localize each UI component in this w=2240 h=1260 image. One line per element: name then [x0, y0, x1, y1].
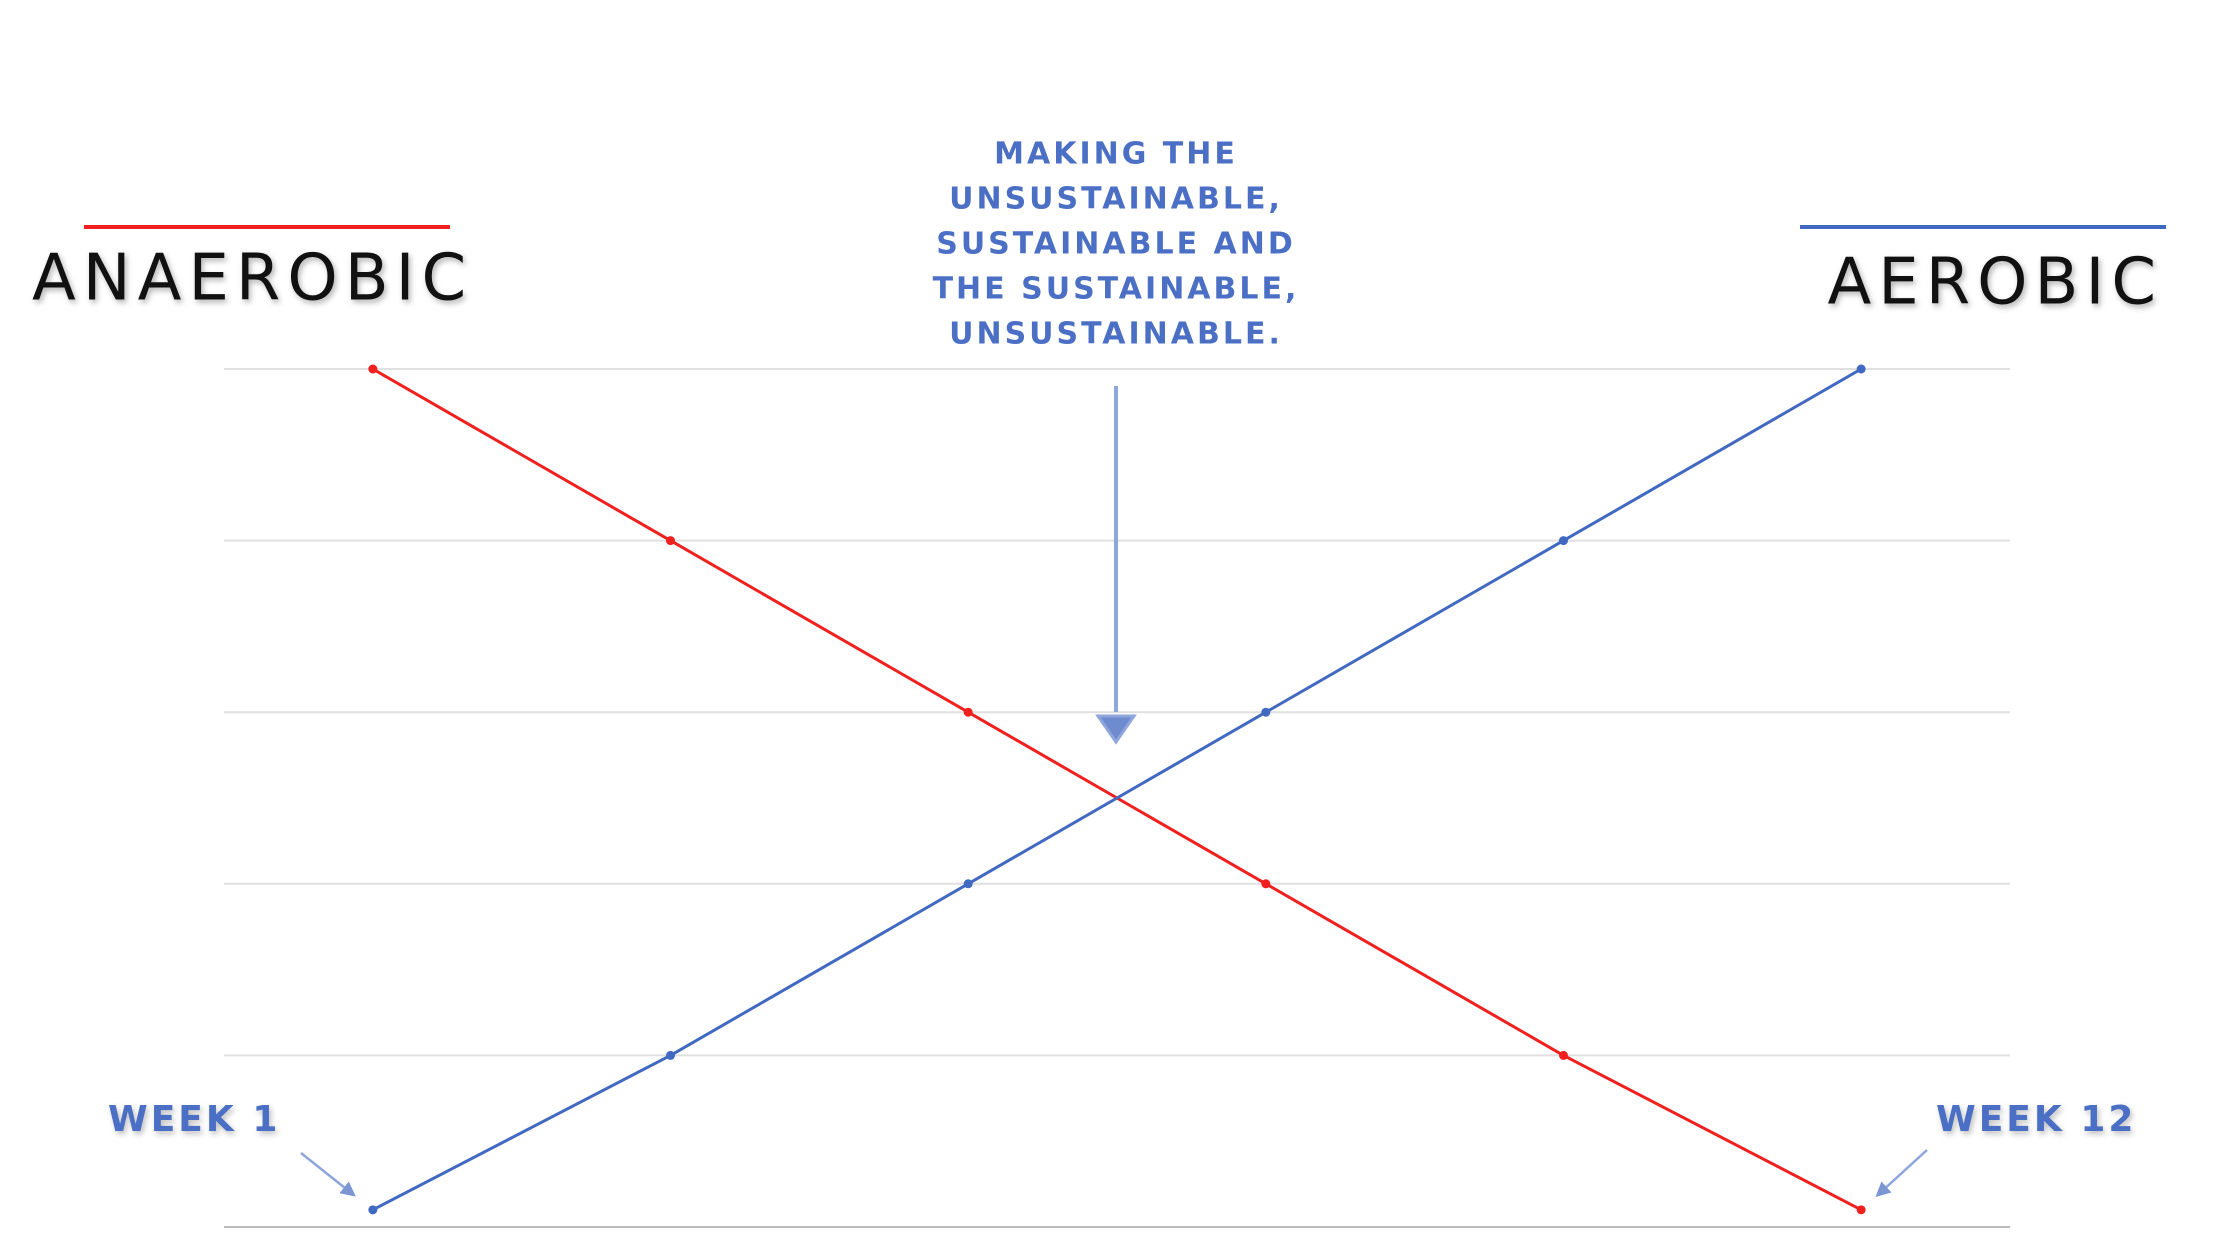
- point: [368, 364, 378, 374]
- end-label: WEEK 12: [1936, 1099, 2136, 1140]
- point: [1559, 536, 1568, 546]
- point: [368, 1205, 378, 1215]
- point: [1559, 1050, 1568, 1060]
- point: [1856, 364, 1866, 374]
- annotation: UNSUSTAINABLE,: [949, 182, 1283, 217]
- point: [963, 707, 973, 717]
- arrow: [1875, 1149, 1928, 1198]
- arrow: [300, 1152, 356, 1197]
- point: [1261, 879, 1271, 889]
- point: [666, 1050, 675, 1060]
- legend-label: ANAEROBIC: [32, 242, 473, 316]
- legend-label: AEROBIC: [1827, 246, 2163, 320]
- annotation: UNSUSTAINABLE.: [949, 317, 1283, 352]
- point: [1261, 707, 1271, 717]
- annotation: MAKING THE: [994, 137, 1238, 172]
- plot: [368, 364, 1866, 1215]
- point: [963, 879, 973, 889]
- series-line: [372, 367, 1862, 1212]
- arrow-head: [1095, 714, 1137, 745]
- point: [1856, 1205, 1866, 1215]
- annotation: SUSTAINABLE AND: [936, 227, 1296, 262]
- point: [666, 536, 675, 546]
- start-label: WEEK 1: [108, 1099, 280, 1140]
- annotation: THE SUSTAINABLE,: [933, 272, 1300, 307]
